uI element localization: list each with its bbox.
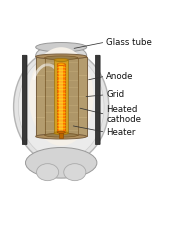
Ellipse shape <box>54 58 68 62</box>
Text: Grid: Grid <box>106 90 124 99</box>
Ellipse shape <box>36 54 87 59</box>
Ellipse shape <box>36 134 87 139</box>
Ellipse shape <box>29 47 94 146</box>
FancyBboxPatch shape <box>54 60 68 133</box>
Text: Heater: Heater <box>106 128 136 137</box>
Ellipse shape <box>14 49 109 165</box>
Text: Anode: Anode <box>106 72 134 81</box>
Ellipse shape <box>57 63 65 65</box>
Text: Glass tube: Glass tube <box>106 38 152 47</box>
Ellipse shape <box>64 164 86 181</box>
FancyBboxPatch shape <box>36 57 87 136</box>
Ellipse shape <box>36 42 87 52</box>
Ellipse shape <box>57 131 65 133</box>
FancyBboxPatch shape <box>22 55 27 145</box>
FancyBboxPatch shape <box>59 132 63 138</box>
Ellipse shape <box>54 131 68 135</box>
Ellipse shape <box>37 164 59 181</box>
FancyBboxPatch shape <box>95 55 100 145</box>
Text: Heated
cathode: Heated cathode <box>106 105 141 124</box>
Ellipse shape <box>45 56 78 60</box>
Ellipse shape <box>26 148 97 178</box>
FancyBboxPatch shape <box>45 58 78 135</box>
FancyBboxPatch shape <box>57 64 65 132</box>
Ellipse shape <box>36 45 87 67</box>
FancyBboxPatch shape <box>59 66 63 131</box>
Ellipse shape <box>18 54 104 160</box>
Ellipse shape <box>45 133 78 137</box>
